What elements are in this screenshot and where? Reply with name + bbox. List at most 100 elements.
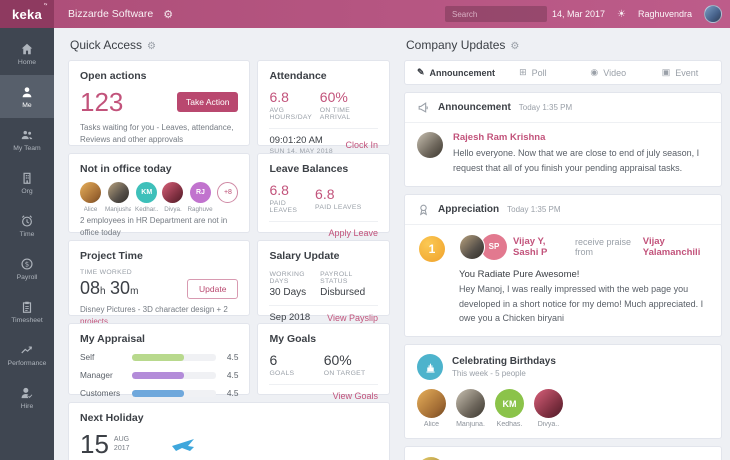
birthday-person[interactable]: Alice xyxy=(417,389,446,428)
rank-medal-icon: 1 xyxy=(419,235,445,262)
praise-giver[interactable]: Vijay Yalamanchili xyxy=(642,235,701,258)
birthdays-feed-item: Celebrating Birthdays This week - 5 peop… xyxy=(404,344,722,440)
holiday-day: 15 xyxy=(80,429,109,459)
leave-balances-card: Leave Balances 6.8 PAID LEAVES 6.8 PAID … xyxy=(257,153,390,238)
sidebar-item-time[interactable]: Time xyxy=(0,204,54,247)
sidebar-item-home[interactable]: Home xyxy=(0,32,54,75)
quick-access-title: Quick Access ⚙ xyxy=(70,38,156,52)
announcement-author[interactable]: Rajesh Ram Krishna xyxy=(453,132,546,143)
company-updates-section: Company Updates ⚙ ✎ Announcement ⊞ Poll ◉… xyxy=(404,34,722,460)
goals-target-label: ON TARGET xyxy=(323,370,366,377)
search-input[interactable] xyxy=(445,6,547,22)
avatar xyxy=(107,182,129,203)
apply-leave-link[interactable]: Apply Leave xyxy=(328,228,378,238)
avatar xyxy=(162,182,184,203)
paid-leaves-label-2: PAID LEAVES xyxy=(315,203,362,211)
update-button[interactable]: Update xyxy=(187,278,239,299)
paid-leaves-value-2: 6.8 xyxy=(315,185,335,202)
clock-icon xyxy=(21,214,33,227)
take-action-button[interactable]: Take Action xyxy=(176,92,239,112)
praise-recipients[interactable]: Vijay Y, Sashi P xyxy=(513,235,548,258)
payroll-status-label: PAYROLL STATUS xyxy=(320,271,353,285)
attendance-card: Attendance 6.8 AVG HOURS/DAY 60% ON TIME… xyxy=(257,60,390,155)
absent-person[interactable]: Divya. xyxy=(162,182,184,213)
topbar: keka ″ Bizzarde Software ⚙ 14, Mar 2017 … xyxy=(0,0,730,28)
birthday-person[interactable]: Divya.. xyxy=(534,389,563,428)
appreciation-headline: You Radiate Pure Awesome! xyxy=(459,268,580,280)
open-actions-card: Open actions 123 Take Action Tasks waiti… xyxy=(68,60,251,146)
attendance-title: Attendance xyxy=(269,70,327,82)
not-in-office-desc: 2 employees in HR Department are not in … xyxy=(80,216,228,238)
tab-announcement[interactable]: ✎ Announcement xyxy=(417,67,496,78)
sidebar: Home Me My Team Org Time $ Payroll Times… xyxy=(0,28,54,460)
appreciation-text: Hey Manoj, I was really impressed with t… xyxy=(459,283,704,324)
avatar-initials: KM xyxy=(136,182,158,203)
view-goals-link[interactable]: View Goals xyxy=(332,391,378,401)
absent-person[interactable]: Alice xyxy=(80,182,101,213)
person-icon xyxy=(22,86,32,97)
main-content: Quick Access ⚙ Open actions 123 Take Acti… xyxy=(54,28,730,460)
salary-update-card: Salary Update WORKING DAYS 30 Days PAYRO… xyxy=(257,240,390,323)
recipient-avatar-initials[interactable]: SP xyxy=(481,233,507,260)
appraisal-bar xyxy=(132,353,217,361)
appreciation-feed-item: Appreciation Today 1:35 PM 1 SP Vijay Y,… xyxy=(404,193,722,338)
salary-update-title: Salary Update xyxy=(269,250,340,262)
more-absent-count[interactable]: +8 xyxy=(217,182,239,213)
logo-spark-icon: ″ xyxy=(42,2,49,11)
keka-logo[interactable]: keka ″ xyxy=(0,0,54,28)
open-actions-title: Open actions xyxy=(80,70,147,82)
building-icon xyxy=(23,172,31,184)
time-worked-value: 08h 30m xyxy=(80,278,139,298)
birthdays-subtitle: This week - 5 people xyxy=(452,369,526,379)
airplane-icon xyxy=(171,439,194,451)
appraisal-row: Customers 4.5 xyxy=(80,388,239,398)
poll-author-avatar[interactable] xyxy=(417,457,445,460)
avatar xyxy=(80,182,101,203)
poll-feed-item: Ramya Krishna created a poll December 24… xyxy=(404,446,722,460)
avg-hours-value: 6.8 xyxy=(269,89,289,105)
absent-person[interactable]: KM Kedhar.. xyxy=(135,182,158,213)
birthday-person[interactable]: KM Kedhas. xyxy=(495,389,524,428)
company-settings-gear-icon[interactable]: ⚙ xyxy=(163,8,174,21)
feed-timestamp: Today 1:35 PM xyxy=(507,204,561,214)
tab-poll[interactable]: ⊞ Poll xyxy=(519,67,547,78)
author-avatar[interactable] xyxy=(417,132,443,158)
avatar xyxy=(417,389,446,419)
trend-icon xyxy=(21,346,33,353)
open-actions-desc: Tasks waiting for you - Leaves, attendan… xyxy=(80,123,234,145)
praise-connector: receive praise from xyxy=(575,236,632,257)
user-name[interactable]: Raghuvendra xyxy=(637,9,692,19)
absent-person[interactable]: RJ Raghuve.. xyxy=(187,182,213,213)
company-updates-gear-icon[interactable]: ⚙ xyxy=(510,41,520,52)
projects-link[interactable]: projects xyxy=(80,317,109,327)
birthday-person[interactable]: Manjuna. xyxy=(456,389,485,428)
sidebar-item-org[interactable]: Org xyxy=(0,161,54,204)
user-avatar[interactable] xyxy=(704,5,722,23)
company-updates-title: Company Updates ⚙ xyxy=(406,38,520,52)
quick-access-gear-icon[interactable]: ⚙ xyxy=(147,41,156,52)
my-appraisal-card: My Appraisal Self 4.5 Manager 4.5 Custom… xyxy=(68,323,251,398)
project-time-title: Project Time xyxy=(80,250,143,262)
sidebar-item-my-team[interactable]: My Team xyxy=(0,118,54,161)
goals-count: 6 xyxy=(269,352,278,368)
sidebar-item-payroll[interactable]: $ Payroll xyxy=(0,247,54,290)
recipient-avatar[interactable] xyxy=(459,233,485,260)
absent-person[interactable]: Manjusha. xyxy=(105,182,131,213)
clock-time: 09:01:20 AM xyxy=(269,135,323,146)
tab-event[interactable]: ▣ Event xyxy=(661,67,699,78)
view-payslip-link[interactable]: View Payslip xyxy=(327,312,378,323)
sidebar-item-performance[interactable]: Performance xyxy=(0,333,54,376)
updates-tabs: ✎ Announcement ⊞ Poll ◉ Video ▣ Event xyxy=(404,60,722,85)
quick-access-section: Quick Access ⚙ Open actions 123 Take Acti… xyxy=(68,34,390,460)
theme-sun-icon[interactable]: ☀ xyxy=(616,8,626,20)
paid-leaves-label-1: PAID LEAVES xyxy=(269,200,298,214)
sidebar-item-timesheet[interactable]: Timesheet xyxy=(0,290,54,333)
dollar-icon: $ xyxy=(21,257,33,270)
feed-timestamp: Today 1:35 PM xyxy=(518,103,573,112)
sidebar-item-me[interactable]: Me xyxy=(0,75,54,118)
clock-date: SUN 14, MAY 2018 xyxy=(269,148,333,155)
tab-video[interactable]: ◉ Video xyxy=(590,67,627,78)
not-in-office-title: Not in office today xyxy=(80,163,172,175)
sidebar-item-hire[interactable]: Hire xyxy=(0,376,54,419)
clock-in-link[interactable]: Clock In xyxy=(345,140,378,150)
